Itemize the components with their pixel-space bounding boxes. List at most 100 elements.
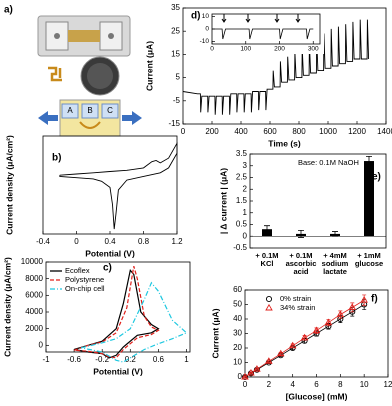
bar <box>364 161 374 237</box>
legend-label: Ecoflex <box>65 266 90 275</box>
electrode-trace <box>79 121 101 129</box>
x-tick-label: + 1mM glucose <box>354 251 384 268</box>
y-tick-label: 0 <box>243 231 248 240</box>
x-tick-label: -0.4 <box>36 237 50 246</box>
x-tick-label: 0.2 <box>125 355 137 364</box>
arrow-right <box>122 111 142 125</box>
y-axis-label: Current density (μA/cm²) <box>2 257 12 357</box>
coin-face <box>87 63 113 89</box>
electrode-label: B <box>87 106 92 115</box>
y-axis-label: Current (μA) <box>144 41 154 91</box>
electrode-box <box>81 103 99 119</box>
x-tick-label: 0.8 <box>138 237 150 246</box>
error-bar <box>298 229 304 238</box>
data-line <box>80 281 188 363</box>
data-point <box>276 349 285 357</box>
data-point <box>336 310 345 318</box>
x-tick-label: + 0.1M KCl <box>255 251 279 268</box>
x-tick-label: 4 <box>290 380 295 389</box>
x-tick-label: -0.2 <box>95 355 109 364</box>
x-tick-label: + 0.1M ascorbic acid <box>285 251 317 276</box>
y-tick-label: -15 <box>168 119 180 128</box>
y-tick-label: 8000 <box>25 274 43 283</box>
y-tick-label: 50 <box>233 300 242 309</box>
data-line <box>73 268 160 359</box>
y-tick-label: 15 <box>171 50 180 59</box>
data-point <box>288 341 297 349</box>
y-tick-label: 40 <box>233 314 242 323</box>
y-tick-label: -0.5 <box>233 243 247 252</box>
flexible-electrode <box>48 66 62 82</box>
plot-frame <box>42 135 178 235</box>
inset-arrow <box>274 14 280 23</box>
x-tick-label: 6 <box>314 380 319 389</box>
x-tick-label: 8 <box>338 380 343 389</box>
panel-label: e) <box>372 172 381 183</box>
electrode-box <box>61 103 79 119</box>
electrode-label: A <box>67 106 73 115</box>
data-point <box>241 372 249 380</box>
y-tick-label: 0 <box>205 26 209 33</box>
panel-label: a) <box>4 5 13 16</box>
data-line <box>73 266 160 359</box>
legend-label: On-chip cell <box>65 284 105 293</box>
y-tick-label: 60 <box>233 285 242 294</box>
legend-label: 34% strain <box>280 303 315 312</box>
x-axis-label: Potential (V) <box>93 366 143 376</box>
panel-label: f) <box>371 294 378 305</box>
x-tick-label: 100 <box>240 46 251 53</box>
chip-diagram: A B C <box>38 99 142 137</box>
x-tick-label: 1400 <box>377 127 392 136</box>
legend-marker <box>265 295 273 303</box>
y-tick-label: 2000 <box>25 324 43 333</box>
x-axis-label: [Glucose] (mM) <box>286 391 348 401</box>
y-tick-label: 0 <box>39 340 44 349</box>
y-tick-label: 1.5 <box>236 196 248 205</box>
x-tick-label: 0 <box>210 46 214 53</box>
y-tick-label: 10000 <box>21 257 44 266</box>
x-axis-label: Time (s) <box>268 138 301 148</box>
y-axis-label: Current density (μA/cm²) <box>4 135 14 235</box>
legend-label: 0% strain <box>280 294 311 303</box>
x-tick-label: 1000 <box>319 127 337 136</box>
data-point <box>360 296 368 303</box>
data-point <box>247 368 255 376</box>
y-tick-label: 1 <box>243 208 248 217</box>
x-tick-label: 12 <box>384 380 392 389</box>
x-tick-label: 800 <box>292 127 306 136</box>
screw <box>54 33 60 39</box>
y-tick-label: -5 <box>173 96 181 105</box>
data-point <box>253 365 261 372</box>
data-line <box>182 19 370 115</box>
plot-frame <box>182 7 387 125</box>
device-strip <box>68 30 100 42</box>
x-tick-label: 400 <box>234 127 248 136</box>
x-tick-label: 1 <box>184 355 189 364</box>
y-tick-label: 3.5 <box>236 149 248 158</box>
arrow-left <box>38 111 58 125</box>
x-tick-label: -0.6 <box>67 355 81 364</box>
x-tick-label: 300 <box>308 46 319 53</box>
y-tick-label: 5 <box>176 73 181 82</box>
inset-arrow <box>295 14 301 23</box>
x-tick-label: 600 <box>263 127 277 136</box>
error-bar <box>366 155 372 167</box>
x-tick-label: + 4mM sodium lactate <box>321 251 349 276</box>
y-tick-label: 4000 <box>25 307 43 316</box>
data-point <box>324 318 333 326</box>
y-axis-label: Current (μA) <box>210 308 220 358</box>
annotation: Base: 0.1M NaOH <box>298 158 359 167</box>
y-tick-label: -10 <box>200 38 210 45</box>
y-tick-label: 10 <box>202 13 210 20</box>
x-tick-label: 0.6 <box>153 355 165 364</box>
y-tick-label: 30 <box>233 329 242 338</box>
panel-label: b) <box>52 153 61 164</box>
panel-label: c) <box>103 263 112 274</box>
data-point <box>265 357 273 364</box>
electrode-box <box>101 103 119 119</box>
legend-marker <box>265 303 273 311</box>
inset-arrow <box>245 14 251 23</box>
device-photo <box>37 15 131 57</box>
x-tick-label: 0 <box>74 237 79 246</box>
